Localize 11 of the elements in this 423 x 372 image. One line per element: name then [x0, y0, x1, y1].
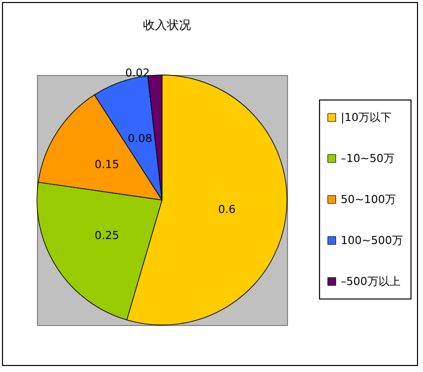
legend-label: –500万以上 [340, 275, 400, 288]
chart-title: 收入状况 [143, 18, 191, 32]
legend-label: –10~50万 [340, 152, 395, 165]
data-label: 0.15 [94, 158, 120, 172]
data-label: 0.25 [94, 228, 120, 242]
legend-label: 100~500万 [340, 234, 404, 247]
data-label: 0.02 [125, 66, 150, 80]
legend-label: 50~100万 [340, 193, 396, 206]
data-label: 0.6 [218, 202, 236, 216]
data-label: 0.08 [128, 132, 152, 145]
legend-label: |10万以下 [340, 111, 392, 124]
